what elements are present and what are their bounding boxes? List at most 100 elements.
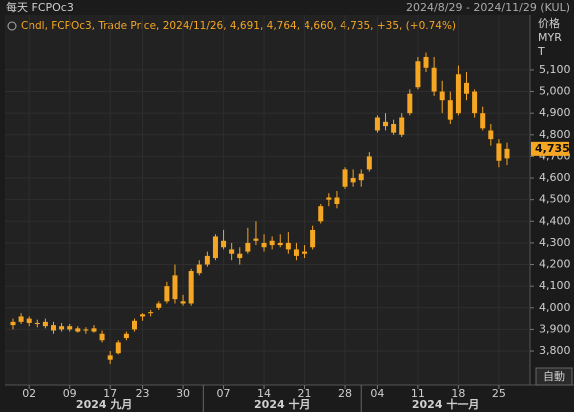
- candle-body: [123, 333, 129, 339]
- candle-body: [302, 251, 308, 254]
- x-tick-label: 23: [136, 387, 150, 400]
- y-tick-label: 4,600: [539, 171, 571, 184]
- y-tick-label: 3,800: [539, 344, 571, 357]
- legend-text: Cndl, FCPOc3, Trade Price, 2024/11/26, 4…: [21, 20, 456, 32]
- y-tick-label: 5,000: [539, 85, 571, 98]
- x-tick-label: 11: [411, 387, 425, 400]
- candle-body: [75, 328, 81, 332]
- candle-body: [204, 255, 210, 265]
- candle-body: [212, 236, 218, 259]
- candle-body: [237, 253, 243, 259]
- candle-body: [415, 61, 421, 88]
- candle-body: [196, 264, 202, 274]
- y-tick-label: 4,000: [539, 301, 571, 314]
- month-label: 2024 九月: [76, 397, 132, 411]
- candle-body: [318, 206, 324, 222]
- y-axis-title: 价格: [538, 16, 560, 30]
- candle-body: [496, 143, 502, 161]
- candle-body: [148, 312, 154, 314]
- candle-body: [18, 316, 24, 322]
- candle-body: [221, 240, 227, 248]
- candle-body: [407, 93, 413, 114]
- candle-body: [261, 242, 267, 248]
- candle-body: [391, 123, 397, 133]
- candle-body: [140, 314, 146, 317]
- candle-body: [472, 91, 478, 114]
- y-axis-title: T: [537, 45, 545, 58]
- candle-body: [383, 121, 389, 127]
- candle-body: [180, 301, 186, 304]
- candle-body: [431, 67, 437, 92]
- y-tick-label: 4,900: [539, 106, 571, 119]
- month-label: 2024 十月: [254, 397, 310, 411]
- x-tick-label: 04: [370, 387, 384, 400]
- x-tick-label: 17: [103, 387, 117, 400]
- candle-body: [293, 249, 299, 256]
- candle-body: [488, 130, 494, 140]
- candle-body: [447, 100, 453, 120]
- candle-body: [480, 113, 486, 129]
- candle-body: [229, 249, 235, 254]
- candle-body: [131, 320, 137, 330]
- y-tick-label: 4,300: [539, 236, 571, 249]
- candle-body: [107, 355, 113, 360]
- candle-body: [269, 240, 275, 246]
- candle-body: [439, 91, 445, 101]
- candle-body: [358, 173, 364, 181]
- auto-button-label[interactable]: 自動: [543, 369, 565, 383]
- candle-body: [366, 156, 372, 170]
- candle-body: [350, 178, 356, 183]
- chart-title: 每天 FCPOc3: [6, 0, 74, 14]
- candle-body: [50, 325, 56, 331]
- auto-button[interactable]: [535, 367, 573, 386]
- candle-body: [285, 242, 291, 250]
- candle-body: [342, 169, 348, 187]
- candle-body: [188, 271, 194, 304]
- x-tick-label: 25: [492, 387, 506, 400]
- y-tick-label: 4,500: [539, 193, 571, 206]
- legend-icon: [7, 21, 17, 31]
- month-label: 2024 十一月: [412, 397, 479, 411]
- candle-body: [26, 318, 32, 323]
- y-axis-title: MYR: [538, 31, 562, 44]
- last-price-box: [531, 141, 569, 156]
- x-tick-label: 02: [22, 387, 36, 400]
- y-tick-label: 4,800: [539, 128, 571, 141]
- candle-body: [310, 229, 316, 248]
- candle-body: [374, 117, 380, 131]
- candle-body: [59, 326, 65, 330]
- candle-body: [464, 82, 470, 94]
- candle-body: [42, 321, 48, 327]
- candle-body: [326, 197, 332, 200]
- candle-body: [504, 148, 510, 159]
- y-tick-label: 4,200: [539, 258, 571, 271]
- candle-body: [115, 342, 121, 354]
- candle-body: [156, 303, 162, 308]
- candle-body: [99, 333, 105, 341]
- y-tick-label: 3,900: [539, 322, 571, 335]
- date-range: 2024/8/29 - 2024/11/29 (KUL): [406, 1, 570, 14]
- x-tick-label: 21: [298, 387, 312, 400]
- candle-body: [10, 321, 16, 326]
- candle-body: [83, 329, 89, 331]
- y-tick-label: 4,100: [539, 279, 571, 292]
- candle-body: [34, 322, 40, 325]
- x-tick-label: 18: [451, 387, 465, 400]
- candle-body: [253, 238, 259, 241]
- x-tick-label: 14: [257, 387, 271, 400]
- last-price-label: 4,735: [535, 142, 570, 155]
- candle-body: [67, 326, 73, 330]
- candle-body: [91, 328, 97, 332]
- y-tick-label: 4,400: [539, 214, 571, 227]
- candle-body: [399, 117, 405, 135]
- x-tick-label: 30: [176, 387, 190, 400]
- candle-body: [164, 286, 170, 302]
- candle-body: [334, 197, 340, 205]
- candle-body: [455, 74, 461, 114]
- candle-body: [423, 56, 429, 68]
- candle-body: [277, 242, 283, 246]
- x-tick-label: 09: [63, 387, 77, 400]
- x-tick-label: 07: [217, 387, 231, 400]
- y-tick-label: 5,100: [539, 63, 571, 76]
